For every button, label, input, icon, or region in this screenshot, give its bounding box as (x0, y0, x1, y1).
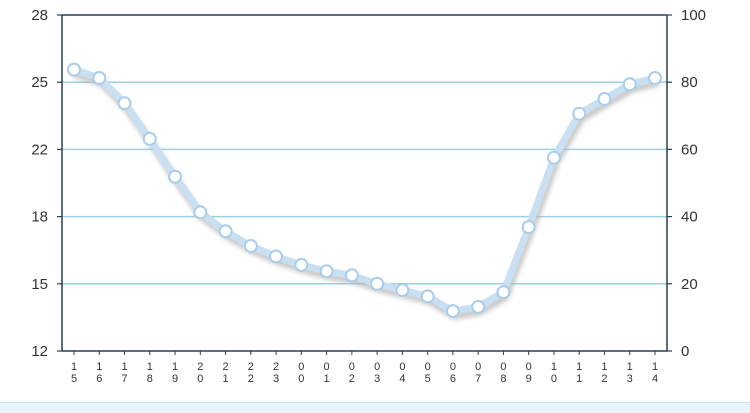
y-tick-label: 28 (31, 7, 48, 24)
data-point (344, 268, 359, 283)
y-tick-label: 25 (31, 74, 48, 91)
y2-tick-label: 40 (681, 209, 698, 226)
y2-tick-label: 0 (681, 343, 689, 360)
y-tick-label: 22 (31, 141, 48, 158)
data-point (496, 285, 511, 300)
data-point (319, 264, 334, 279)
y-tick-label: 18 (31, 209, 48, 226)
y2-tick-label: 100 (681, 7, 706, 24)
bottom-scroll-strip (0, 402, 750, 413)
y2-tick-label: 80 (681, 74, 698, 91)
data-point (471, 299, 486, 314)
markers-layer (67, 62, 662, 319)
x-axis-ticks: 1 5 1 6 1 7 1 8 1 9 2 0 2 1 2 2 2 3 0 0 0 1 0 2 0 3 0 4 0 5 0 6 0 7 0 8 0 9 1 0… (71, 361, 658, 385)
data-point (597, 92, 612, 106)
data-point (269, 249, 284, 264)
data-point (218, 224, 233, 239)
right-axis-ticks: 100 80 60 40 20 0 (681, 7, 706, 360)
left-axis-ticks: 28 25 22 18 15 12 (31, 7, 48, 360)
plot-area (62, 15, 667, 351)
data-point (521, 220, 536, 235)
data-point (546, 150, 561, 165)
data-point (420, 289, 435, 304)
data-point (294, 257, 309, 272)
data-point (572, 106, 587, 121)
data-point (243, 239, 258, 253)
data-point (168, 169, 183, 184)
data-point (648, 71, 662, 85)
data-point (193, 205, 208, 220)
data-point (445, 304, 460, 319)
axes (57, 14, 672, 355)
data-point (395, 283, 410, 298)
y2-tick-label: 20 (681, 276, 698, 293)
data-point (117, 96, 132, 111)
data-point (622, 77, 637, 92)
series-line (70, 66, 659, 315)
y-tick-label: 15 (31, 276, 48, 293)
data-point (67, 62, 81, 77)
data-point (92, 71, 107, 85)
data-point (142, 131, 157, 146)
y-tick-label: 12 (31, 343, 48, 360)
y2-tick-label: 60 (681, 141, 698, 158)
data-point (370, 276, 385, 291)
